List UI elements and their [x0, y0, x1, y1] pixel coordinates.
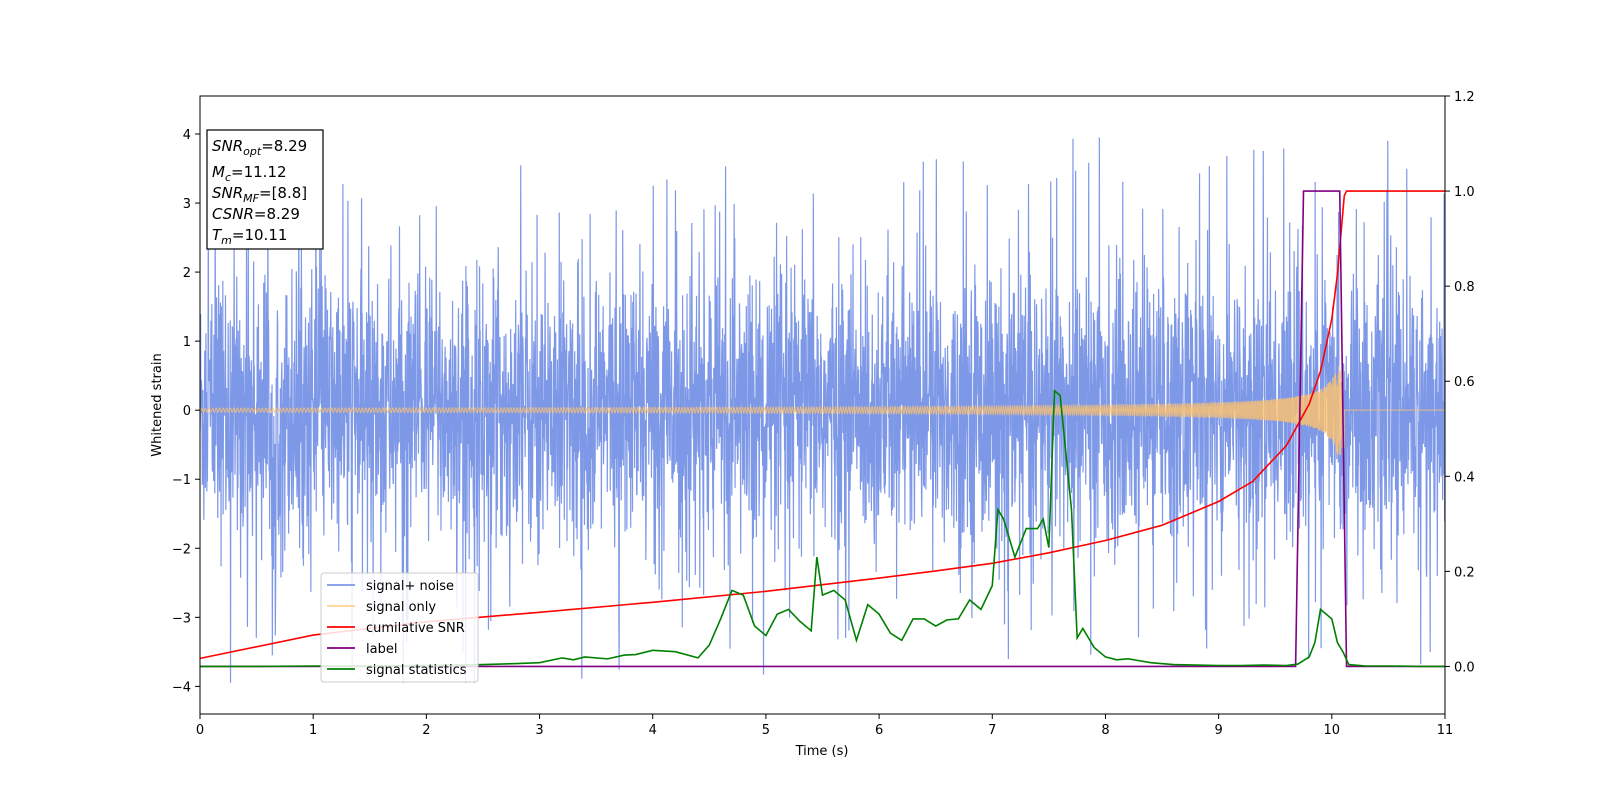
- info-box-line: SNRopt=8.29: [212, 137, 307, 158]
- y2-tick-label: 0.6: [1454, 375, 1475, 390]
- x-tick-label: 11: [1437, 723, 1454, 738]
- x-tick-label: 0: [196, 723, 204, 738]
- x-tick-label: 10: [1324, 723, 1341, 738]
- x-axis-label: Time (s): [795, 744, 849, 759]
- y-tick-label: −1: [172, 473, 191, 488]
- x-tick-label: 5: [762, 723, 770, 738]
- series-signal-noise: [200, 136, 1445, 683]
- x-tick-label: 8: [1101, 723, 1109, 738]
- legend-label: signal only: [366, 600, 436, 615]
- y-tick-label: −4: [172, 680, 191, 695]
- y2-tick-label: 0.8: [1454, 280, 1475, 295]
- y-tick-label: 2: [183, 266, 191, 281]
- x-tick-label: 6: [875, 723, 883, 738]
- x-tick-label: 9: [1214, 723, 1222, 738]
- y-tick-label: 0: [183, 404, 191, 419]
- x-tick-label: 4: [649, 723, 657, 738]
- y-tick-label: 1: [183, 335, 191, 350]
- x-tick-label: 3: [535, 723, 543, 738]
- y2-tick-label: 0.4: [1454, 470, 1475, 485]
- y-tick-label: 4: [183, 128, 191, 143]
- y-tick-label: −3: [172, 611, 191, 626]
- y-axis-left: −4 −3 −2 −1 0 1 2 3 4: [172, 128, 200, 695]
- series-signal-statistics: [200, 389, 1445, 668]
- legend: signal+ noise signal only cumilative SNR la…: [320, 572, 479, 683]
- series-cumulative-snr: [200, 190, 1445, 660]
- x-tick-label: 7: [988, 723, 996, 738]
- y-tick-label: 3: [183, 197, 191, 212]
- info-box-line: Tm=10.11: [212, 226, 287, 247]
- plot-frame: [199, 95, 1446, 715]
- y2-tick-label: 1.0: [1454, 185, 1475, 200]
- y-axis-label: Whitened strain: [150, 353, 165, 456]
- y2-tick-label: 0.2: [1454, 565, 1475, 580]
- legend-label: label: [366, 642, 397, 657]
- y-tick-label: −2: [172, 542, 191, 557]
- y-axis-right: 0.0 0.2 0.4 0.6 0.8 1.0 1.2: [1445, 90, 1475, 675]
- y2-tick-label: 1.2: [1454, 90, 1475, 105]
- info-box-line: Mc=11.12: [212, 163, 287, 184]
- legend-label: signal+ noise: [366, 579, 454, 594]
- y2-tick-label: 0.0: [1454, 660, 1475, 675]
- x-tick-label: 1: [309, 723, 317, 738]
- legend-label: signal statistics: [366, 663, 467, 678]
- info-box-frame: [206, 129, 324, 250]
- legend-label: cumilative SNR: [366, 621, 465, 636]
- x-tick-label: 2: [422, 723, 430, 738]
- x-axis: 0 1 2 3 4 5 6 7 8 9 10 11: [196, 714, 1453, 738]
- info-box-line: CSNR=8.29: [212, 205, 300, 223]
- info-box-line: SNRMF=[8.8]: [212, 184, 307, 205]
- legend-frame: [320, 572, 479, 683]
- series-signal-only: [200, 365, 1445, 456]
- series-layer: [200, 136, 1445, 683]
